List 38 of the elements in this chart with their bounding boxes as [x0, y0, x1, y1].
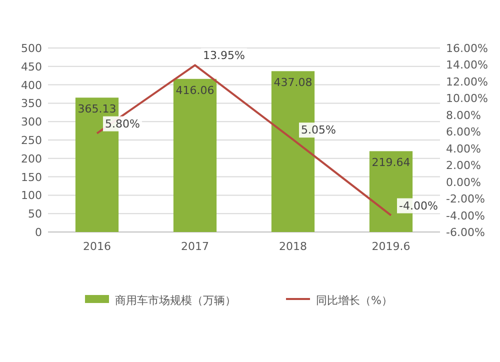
- y2-tick-label: 10.00%: [446, 92, 488, 106]
- y-tick-label: 300: [21, 116, 42, 129]
- data-label: 5.05%: [301, 124, 336, 137]
- legend-label: 商用车市场规模（万辆）: [115, 294, 236, 307]
- y-tick-label: 350: [21, 97, 42, 110]
- y2-tick-label: 12.00%: [446, 75, 488, 88]
- y-tick-label: 500: [21, 42, 42, 55]
- y-tick-label: 150: [21, 170, 42, 184]
- data-label: -4.00%: [399, 199, 438, 212]
- y2-tick-label: -2.00%: [446, 192, 485, 206]
- x-tick-label: 2017: [181, 240, 209, 253]
- data-label: 365.13: [78, 102, 116, 116]
- y2-tick-label: 14.00%: [446, 58, 488, 72]
- y2-tick-label: 2.00%: [446, 159, 481, 172]
- y2-tick-label: -4.00%: [446, 209, 485, 222]
- y2-tick-label: 8.00%: [446, 108, 481, 122]
- data-label: 13.95%: [203, 49, 245, 62]
- y-tick-label: 50: [28, 208, 42, 221]
- data-label: 219.64: [372, 156, 410, 170]
- y2-tick-label: 16.00%: [446, 42, 488, 55]
- data-label: 437.08: [274, 76, 312, 90]
- y2-tick-label: 4.00%: [446, 142, 481, 156]
- y-tick-label: 0: [35, 226, 42, 239]
- x-tick-label: 2018: [279, 240, 307, 253]
- y-tick-label: 450: [21, 60, 42, 74]
- y-tick-label: 400: [21, 78, 42, 92]
- legend-label: 同比增长（%）: [316, 294, 392, 307]
- bar: [173, 78, 217, 232]
- y2-tick-label: -6.00%: [446, 226, 485, 239]
- data-label: 5.80%: [105, 117, 140, 130]
- y2-tick-label: 0.00%: [446, 176, 481, 189]
- x-tick-label: 2016: [83, 240, 111, 253]
- y2-tick-label: 6.00%: [446, 126, 481, 139]
- y-tick-label: 250: [21, 134, 42, 147]
- y-tick-label: 100: [21, 189, 42, 202]
- y-tick-label: 200: [21, 152, 42, 166]
- data-label: 416.06: [176, 84, 214, 97]
- x-tick-label: 2019.6: [372, 240, 410, 253]
